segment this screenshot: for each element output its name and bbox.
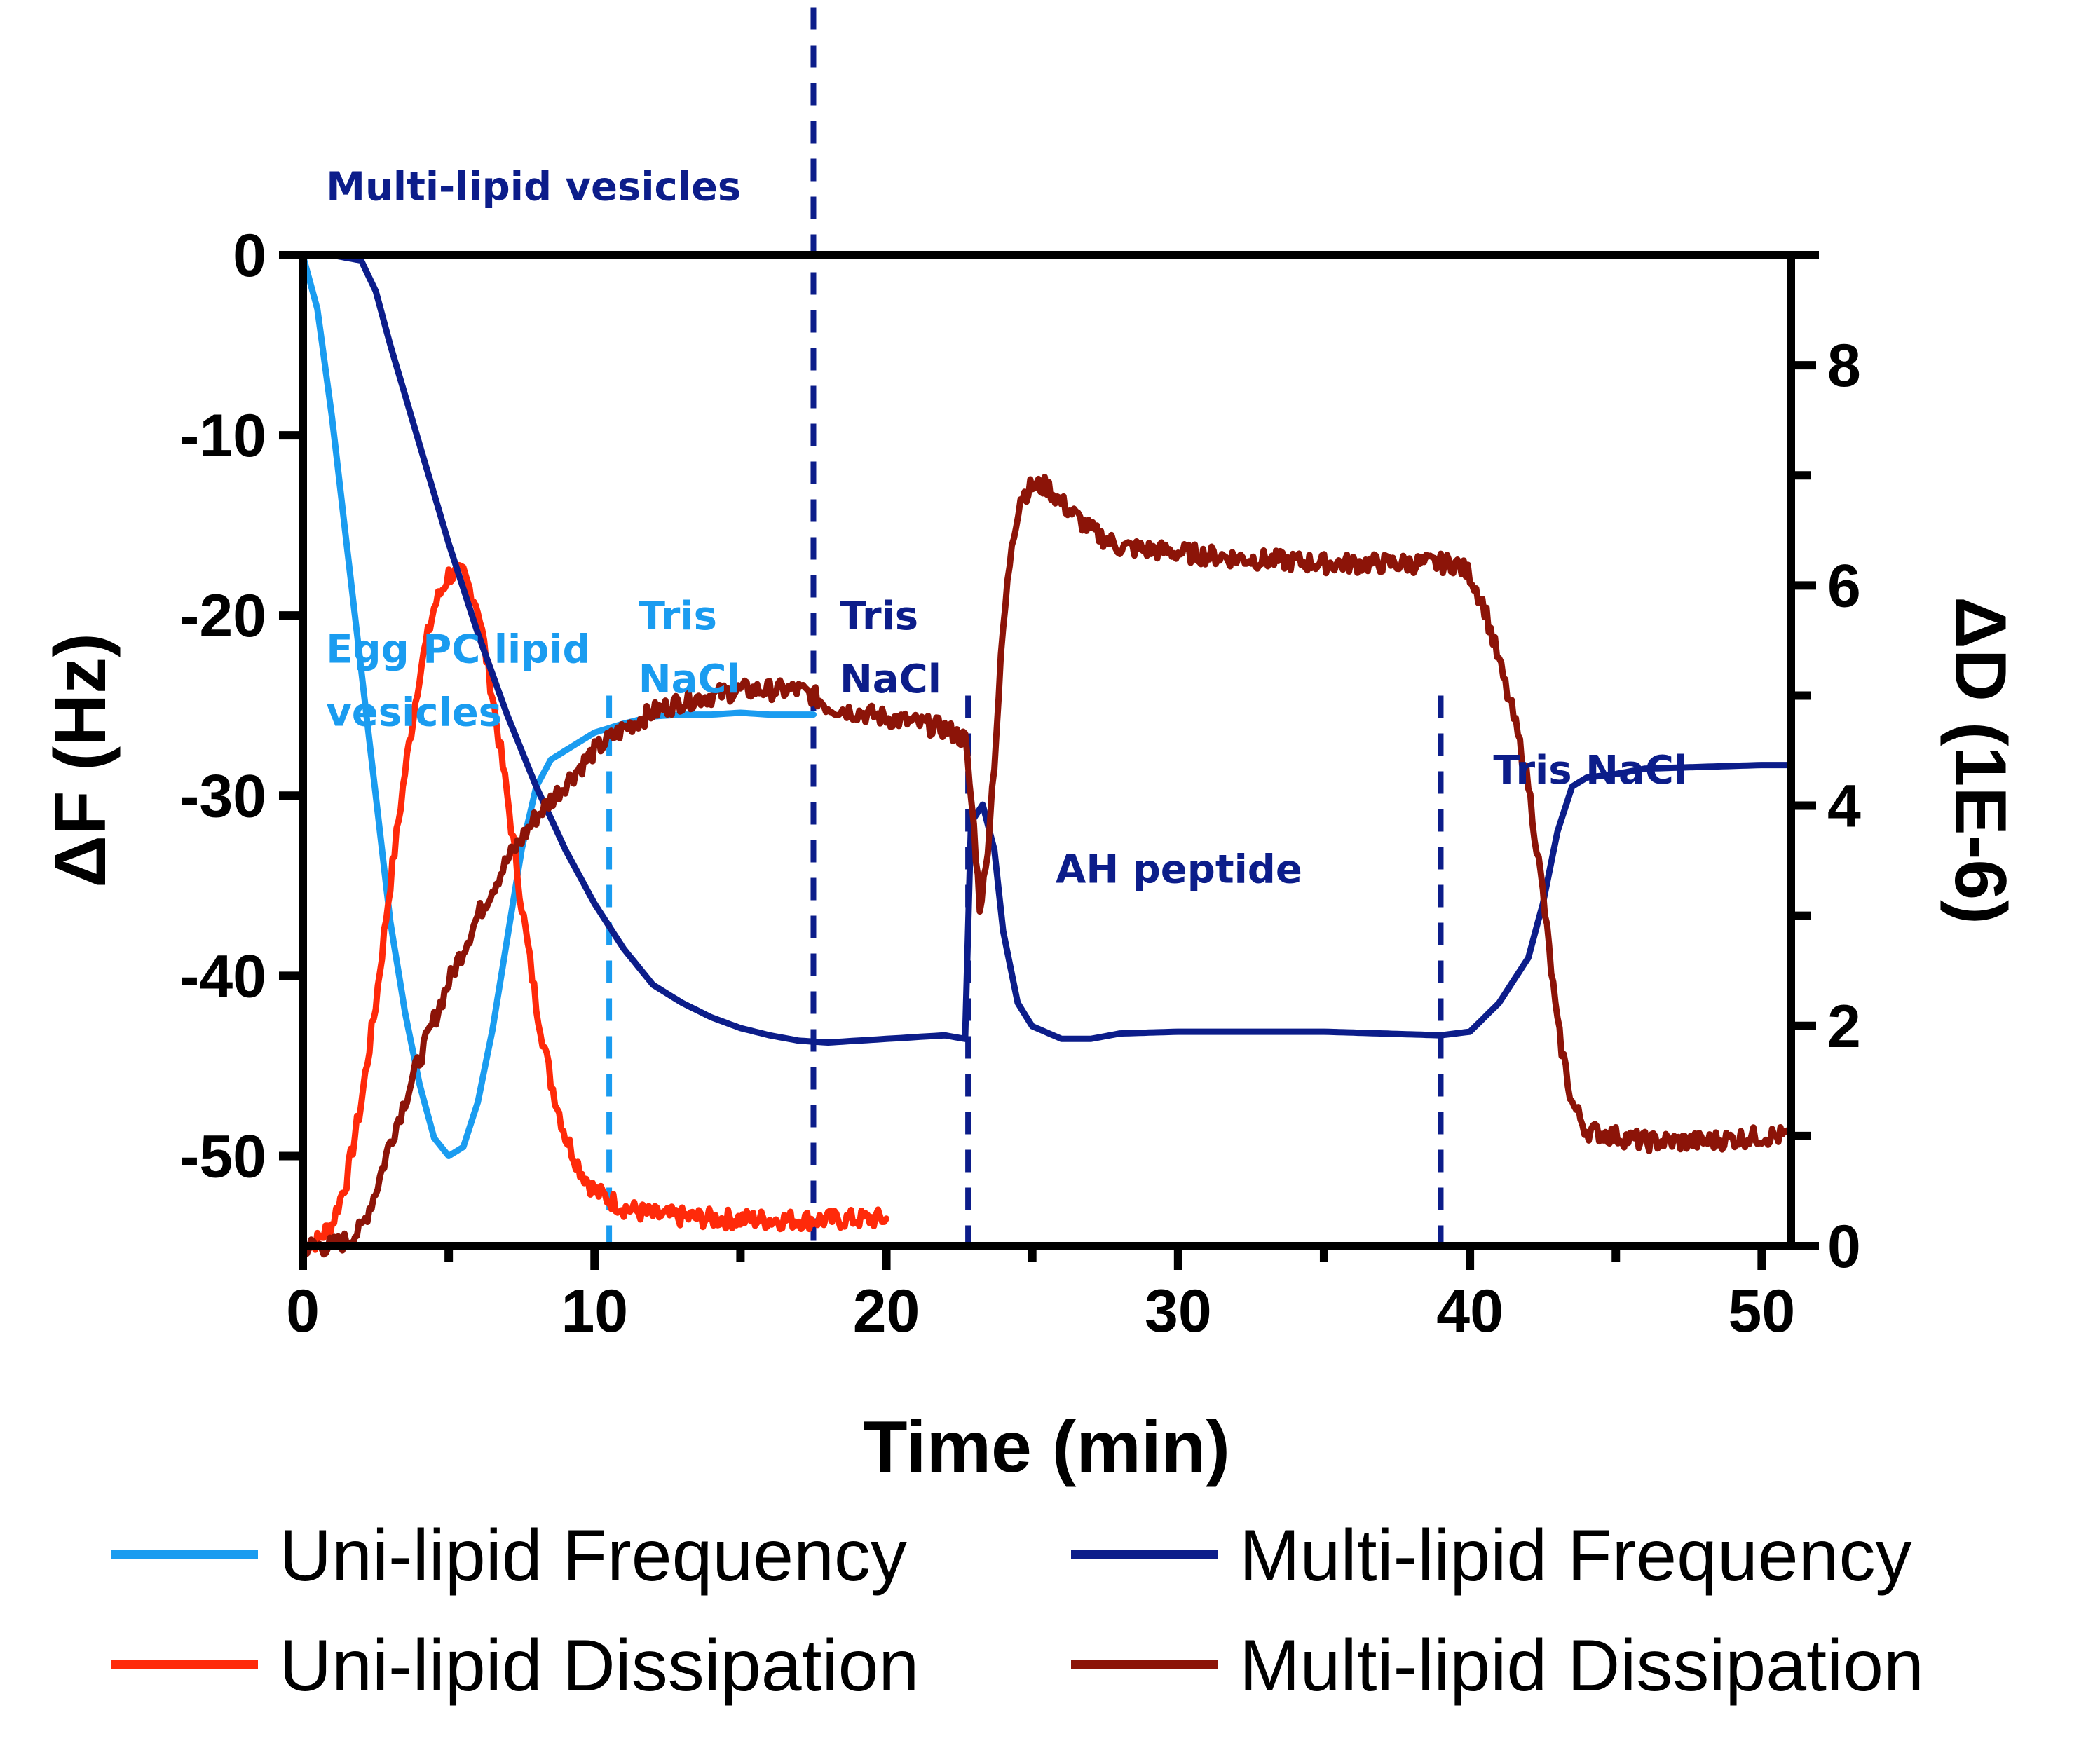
annotation-3: Tris NaCl <box>639 594 740 702</box>
x-tick-label: 0 <box>286 1278 320 1345</box>
tick-layer: 0 10 20 30 40 50 0 -10 -20 -30 -40 -50 0 2 4 6 8 <box>179 222 1861 1345</box>
y-left-tick-label: -40 <box>179 943 266 1010</box>
y-right-tick-label: 2 <box>1827 993 1861 1060</box>
y-right-tick-label: 0 <box>1827 1213 1861 1280</box>
series-multi-diss <box>299 474 1794 1258</box>
legend: Uni-lipid Frequency Multi-lipid Frequenc… <box>111 1515 1924 1707</box>
y-right-tick-label: 8 <box>1827 332 1861 399</box>
y-left-tick-label: 0 <box>233 222 266 289</box>
y-left-tick-label: -30 <box>179 763 266 830</box>
y-left-tick-label: -20 <box>179 582 266 650</box>
series-layer <box>299 252 1794 1258</box>
annotation-2: Egg PC lipid vesicles <box>326 627 590 735</box>
annotation-1: Multi-lipid vesicles <box>326 164 741 210</box>
legend-label-multi-dissipation: Multi-lipid Dissipation <box>1239 1625 1924 1707</box>
annotation-4: Tris NaCl <box>840 594 941 702</box>
x-tick-label: 50 <box>1729 1278 1796 1345</box>
y-left-tick-label: -50 <box>179 1123 266 1190</box>
annotation-layer: Multi-lipid vesicles Egg PC lipid vesicles… <box>326 164 1687 892</box>
legend-label-uni-frequency: Uni-lipid Frequency <box>279 1515 907 1597</box>
x-tick-label: 40 <box>1436 1278 1504 1345</box>
legend-label-multi-frequency: Multi-lipid Frequency <box>1239 1515 1911 1597</box>
annotation-5: AH peptide <box>1056 847 1302 893</box>
axes-layer <box>299 251 1819 1250</box>
series-uni-diss <box>299 561 889 1256</box>
y-right-tick-label: 4 <box>1827 773 1861 840</box>
y-axis-left-title: ΔF (Hz) <box>40 633 121 888</box>
x-axis-title: Time (min) <box>863 1407 1230 1488</box>
y-axis-right-title: ΔD (1E-6) <box>1939 596 2021 924</box>
y-left-tick-label: -10 <box>179 402 266 470</box>
x-tick-label: 10 <box>561 1278 628 1345</box>
legend-label-uni-dissipation: Uni-lipid Dissipation <box>279 1625 919 1707</box>
y-right-tick-label: 6 <box>1827 552 1861 620</box>
x-tick-label: 30 <box>1145 1278 1212 1345</box>
x-tick-label: 20 <box>853 1278 920 1345</box>
annotation-6: Tris NaCl <box>1493 748 1687 793</box>
